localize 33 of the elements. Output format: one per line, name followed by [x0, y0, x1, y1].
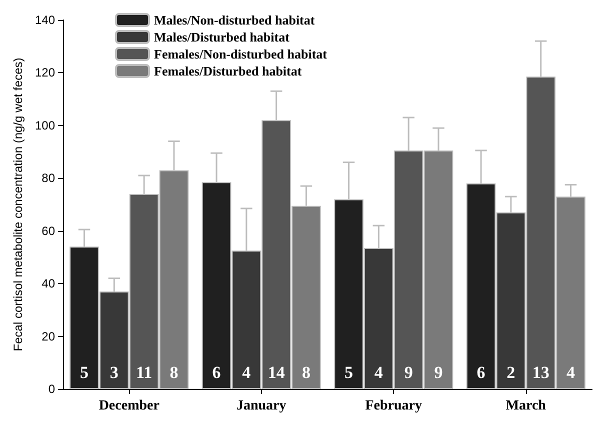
annotation: 4 [374, 363, 384, 382]
annotation: 14 [268, 363, 286, 382]
annotation: 3 [110, 363, 118, 382]
annotation: 6 [212, 363, 221, 382]
annotation: 11 [136, 363, 152, 382]
y-tick-label: 140 [34, 13, 56, 27]
x-tick-label: December [98, 398, 160, 414]
annotation: 8 [170, 363, 178, 382]
annotation: 9 [434, 363, 443, 382]
x-tick-label: January [236, 398, 286, 414]
annotation: 6 [476, 363, 486, 382]
y-tick-label: 40 [42, 276, 56, 291]
x-tick-label: February [365, 398, 422, 414]
y-tick-label: 60 [42, 224, 56, 238]
y-tick-label: 0 [48, 382, 56, 396]
x-tick-label: March [506, 398, 546, 414]
annotation: 5 [80, 363, 89, 382]
y-tick-label: 100 [34, 118, 56, 132]
y-tick-label: 20 [42, 329, 56, 344]
y-axis-title: Fecal cortisol metabolite concentration (ng/g wet feces) [11, 58, 26, 352]
annotation: 13 [532, 363, 550, 382]
annotation: 4 [566, 363, 576, 382]
legend-label: Males/Non-disturbed habitat [154, 12, 316, 28]
legend-label: Males/Disturbed habitat [154, 30, 290, 44]
legend-label: Females/Non-disturbed habitat [154, 46, 328, 62]
annotation: 5 [344, 363, 354, 382]
y-tick-label: 80 [42, 171, 56, 186]
annotation: 8 [302, 363, 310, 382]
annotation: 2 [506, 363, 516, 382]
annotation: 9 [404, 363, 413, 382]
annotation: 4 [242, 363, 252, 382]
y-tick-label: 120 [34, 66, 56, 80]
legend-label: Females/Disturbed habitat [154, 64, 302, 78]
